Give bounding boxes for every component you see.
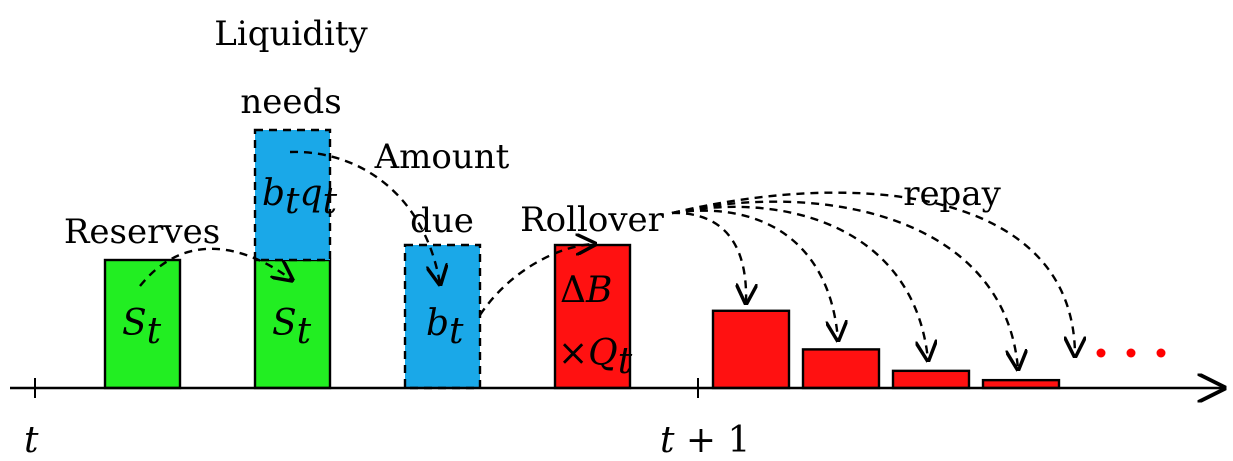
repay-arrow-1 <box>671 211 746 303</box>
repay-arrow-2 <box>671 209 838 340</box>
liquidity-needs-label-line1: Liquidity <box>214 14 368 54</box>
liquidity-needs-label-line2: needs <box>240 82 341 122</box>
reserves-second-math-s-t: St <box>272 303 312 352</box>
repay-bar-1 <box>711 309 791 390</box>
amount-due-label-line1: Amount <box>374 137 510 177</box>
rollover-label: Rollover <box>520 200 665 240</box>
amount-due-label-line2: due <box>410 201 474 241</box>
ellipsis-dot-1 <box>1096 348 1106 358</box>
rollover-math-delta-b: ΔB <box>560 270 612 311</box>
repay-bars-group <box>711 309 1061 390</box>
arrow-due-to-rollover <box>479 244 595 316</box>
tick-label-t: t <box>24 420 39 461</box>
liquidity-math-bq: btqt <box>262 173 338 222</box>
repay-arrow-3 <box>671 205 928 360</box>
ellipsis-dot-2 <box>1126 348 1136 358</box>
rollover-math-times-q: ×Qt <box>558 333 633 382</box>
arrow-reserves-to-reserves <box>139 247 292 287</box>
tick-label-t-plus-1: t + 1 <box>660 420 750 461</box>
arrow-liquidity-to-due <box>289 150 440 284</box>
reserves-label: Reserves <box>64 212 220 252</box>
repay-bar-3 <box>891 369 971 390</box>
amount-due-math-b-t: bt <box>426 303 464 352</box>
repay-arrow-4 <box>671 200 1018 369</box>
reserves-math-s-t: St <box>122 303 162 352</box>
ellipsis-dot-3 <box>1156 348 1166 358</box>
repay-bar-2 <box>801 348 881 390</box>
